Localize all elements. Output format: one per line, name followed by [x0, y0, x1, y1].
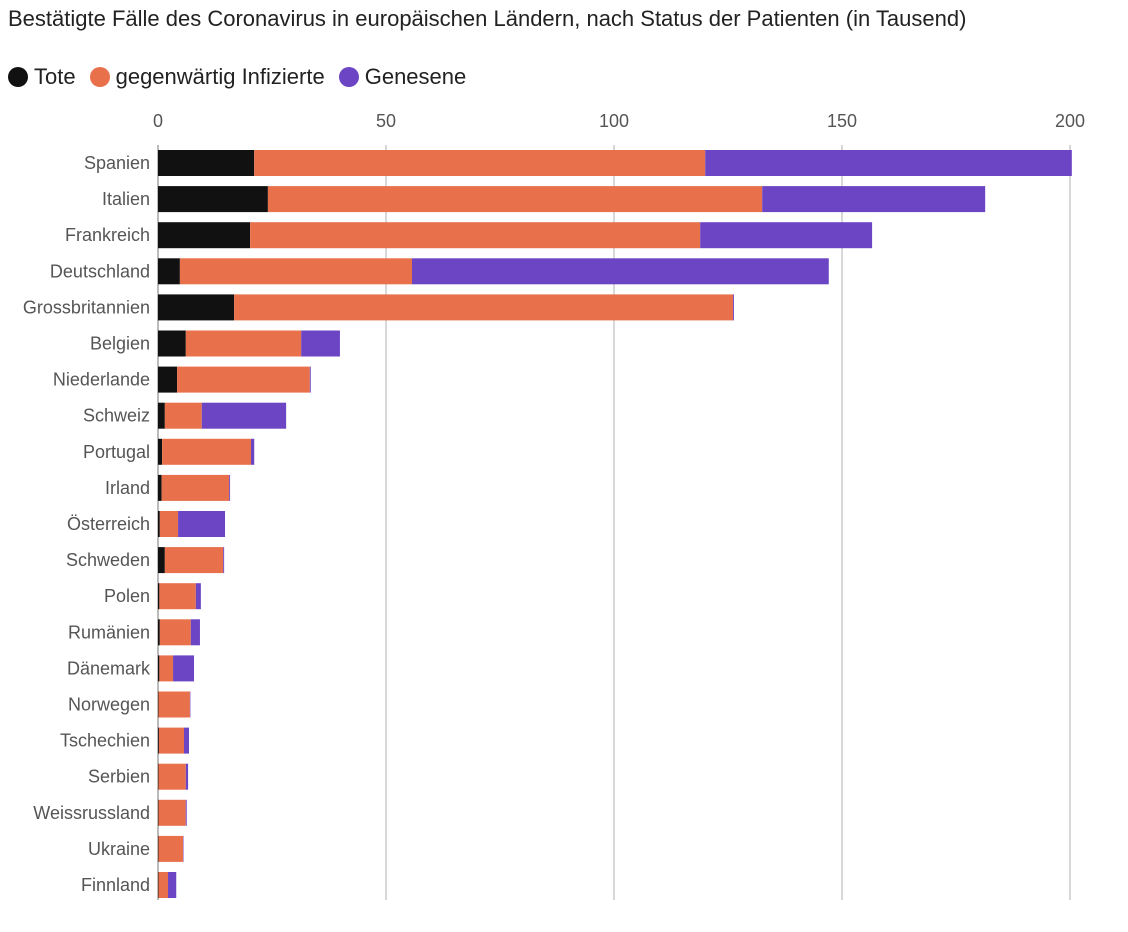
bar-segment-gegenw-rtig-infizierte — [164, 547, 224, 574]
category-label: Norwegen — [68, 695, 150, 715]
bar-segment-gegenw-rtig-infizierte — [162, 438, 252, 465]
bar-segment-gegenw-rtig-infizierte — [158, 691, 190, 718]
bar-segment-genesene — [223, 547, 225, 574]
bar-segment-genesene — [185, 763, 189, 790]
bar-segment-gegenw-rtig-infizierte — [179, 258, 412, 285]
bar-segment-tote — [158, 330, 186, 357]
category-label: Serbien — [88, 767, 150, 787]
bar-segment-tote — [158, 474, 162, 501]
category-label: Frankreich — [65, 225, 150, 245]
legend-label: Tote — [34, 64, 76, 89]
x-tick-label: 200 — [1055, 111, 1085, 131]
legend-swatch — [89, 67, 110, 87]
bar-segment-gegenw-rtig-infizierte — [159, 511, 179, 537]
category-label: Grossbritannien — [23, 297, 150, 317]
bar-segment-gegenw-rtig-infizierte — [158, 763, 186, 790]
bar-segment-gegenw-rtig-infizierte — [185, 330, 302, 357]
bar-segment-tote — [158, 511, 160, 537]
bar-segment-genesene — [733, 294, 734, 321]
category-label: Niederlande — [53, 370, 150, 390]
category-label: Portugal — [83, 442, 150, 462]
legend-label: gegenwärtig Infizierte — [115, 64, 325, 89]
bar-segment-gegenw-rtig-infizierte — [254, 150, 706, 176]
x-tick-label: 150 — [827, 111, 857, 131]
bar-segment-tote — [158, 186, 268, 213]
legend-label: Genesene — [364, 64, 467, 89]
category-label: Spanien — [84, 153, 150, 173]
bar-segment-genesene — [168, 872, 177, 898]
bar-segment-tote — [158, 150, 255, 176]
bar-segment-genesene — [762, 186, 986, 213]
bar-segment-gegenw-rtig-infizierte — [158, 727, 184, 754]
bar-segment-genesene — [301, 330, 340, 357]
bar-segment-genesene — [309, 366, 311, 393]
bar-segment-genesene — [700, 222, 873, 249]
legend-swatch — [338, 67, 359, 87]
bar-segment-gegenw-rtig-infizierte — [159, 583, 196, 610]
x-tick-label: 0 — [153, 111, 163, 131]
bar-segment-gegenw-rtig-infizierte — [161, 474, 230, 501]
bar-segment-genesene — [229, 474, 231, 501]
bar-segment-tote — [158, 222, 251, 249]
bar-segment-gegenw-rtig-infizierte — [159, 619, 191, 646]
legend-swatch — [8, 67, 28, 87]
category-label: Schweden — [66, 550, 150, 570]
category-label: Polen — [104, 586, 150, 606]
bar-segment-gegenw-rtig-infizierte — [158, 872, 169, 898]
x-tick-label: 100 — [599, 111, 629, 131]
bar-segment-genesene — [185, 799, 187, 826]
category-label: Italien — [102, 189, 150, 209]
bar-segment-genesene — [705, 150, 1072, 176]
category-label: Dänemark — [67, 658, 151, 678]
bar-segment-tote — [158, 727, 159, 754]
bar-segment-tote — [158, 366, 178, 393]
legend-item-tote: Tote — [8, 64, 76, 90]
bar-segment-genesene — [201, 402, 287, 429]
category-label: Österreich — [67, 514, 150, 534]
category-label: Rumänien — [68, 622, 150, 642]
legend: Tote gegenwärtig Infizierte Genesene — [8, 64, 480, 90]
bar-segment-gegenw-rtig-infizierte — [159, 655, 174, 682]
bar-segment-genesene — [190, 619, 200, 646]
category-label: Schweiz — [83, 406, 150, 426]
legend-item-infizierte: gegenwärtig Infizierte — [89, 64, 325, 90]
bar-segment-gegenw-rtig-infizierte — [158, 799, 186, 826]
bar-segment-tote — [158, 402, 165, 429]
bar-segment-tote — [158, 655, 160, 682]
category-label: Irland — [105, 478, 150, 498]
category-label: Tschechien — [60, 731, 150, 751]
bar-segment-tote — [158, 583, 160, 610]
bar-segment-genesene — [178, 511, 226, 537]
category-label: Belgien — [90, 334, 150, 354]
x-tick-label: 50 — [376, 111, 396, 131]
bar-segment-genesene — [251, 438, 255, 465]
bar-segment-genesene — [173, 655, 195, 682]
bar-segment-tote — [158, 619, 160, 646]
bar-segment-gegenw-rtig-infizierte — [158, 835, 184, 862]
bar-segment-gegenw-rtig-infizierte — [234, 294, 734, 321]
category-label: Weissrussland — [33, 803, 150, 823]
bar-segment-gegenw-rtig-infizierte — [164, 402, 202, 429]
bar-segment-genesene — [183, 727, 190, 754]
bar-segment-genesene — [411, 258, 829, 285]
bar-segment-tote — [158, 294, 235, 321]
bar-segment-tote — [158, 258, 180, 285]
bar-segment-tote — [158, 438, 163, 465]
category-label: Ukraine — [88, 839, 150, 859]
category-label: Deutschland — [50, 261, 150, 281]
chart-title: Bestätigte Fälle des Coronavirus in euro… — [8, 6, 967, 31]
legend-item-genesene: Genesene — [338, 64, 467, 90]
category-label: Finnland — [81, 875, 150, 895]
bar-segment-tote — [158, 547, 165, 574]
bar-segment-gegenw-rtig-infizierte — [177, 366, 310, 393]
bar-segment-gegenw-rtig-infizierte — [267, 186, 763, 213]
bar-segment-genesene — [195, 583, 201, 610]
bar-segment-gegenw-rtig-infizierte — [250, 222, 701, 249]
